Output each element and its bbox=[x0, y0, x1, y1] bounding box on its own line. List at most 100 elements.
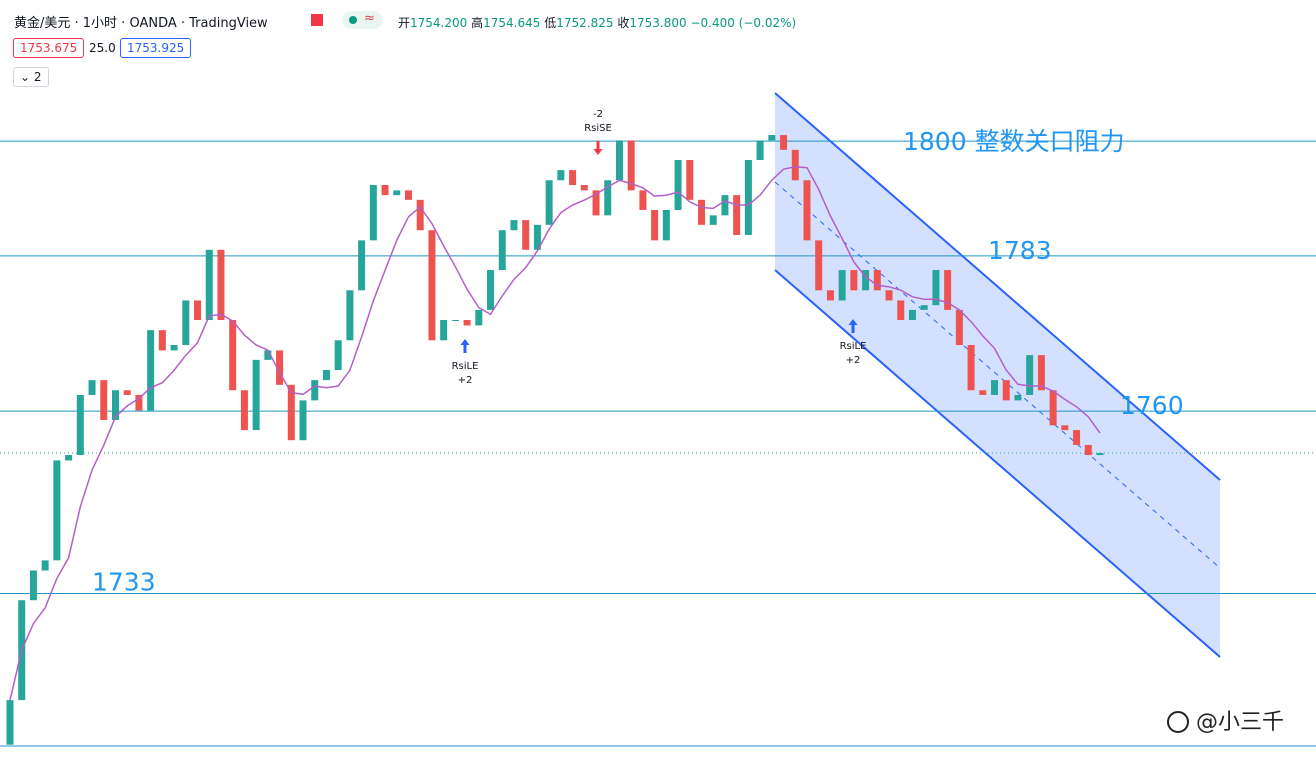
candle-body bbox=[651, 209, 659, 241]
status-pill[interactable]: ≈ bbox=[342, 11, 382, 29]
candle-body bbox=[229, 320, 237, 391]
candle-body bbox=[428, 230, 436, 341]
candle-body bbox=[815, 240, 823, 291]
open-value: 1754.200 bbox=[410, 16, 468, 30]
candle-body bbox=[557, 170, 565, 181]
candle-body bbox=[1002, 380, 1010, 401]
candle-body bbox=[545, 180, 553, 225]
channel-bottom bbox=[774, 269, 1221, 658]
candle-body bbox=[803, 180, 811, 241]
candle-body bbox=[1084, 444, 1092, 456]
candle-body bbox=[475, 309, 483, 326]
indicator-count: 2 bbox=[33, 70, 42, 84]
candle-body bbox=[1026, 355, 1034, 395]
candle-body bbox=[885, 290, 893, 301]
level-label: 1800 整数关口阻力 bbox=[903, 127, 1125, 156]
candle-body bbox=[287, 384, 295, 441]
watermark: @小三千 bbox=[1167, 710, 1284, 735]
candle-body bbox=[1014, 394, 1022, 401]
flag-icon[interactable] bbox=[311, 14, 323, 26]
candle-body bbox=[170, 345, 178, 351]
candle-body bbox=[1049, 390, 1057, 426]
candle-body bbox=[674, 160, 682, 210]
signal-label: RsiLE bbox=[840, 341, 867, 352]
candle-body bbox=[135, 394, 143, 411]
candle-body bbox=[264, 350, 272, 360]
candle-body bbox=[768, 135, 776, 141]
candle-body bbox=[733, 195, 741, 235]
low-value: 1752.825 bbox=[556, 16, 614, 30]
indicator-toggle[interactable]: ⌄ 2 bbox=[13, 67, 49, 87]
candle-body bbox=[205, 249, 213, 321]
candle-body bbox=[6, 700, 14, 745]
candle-body bbox=[686, 160, 694, 200]
candle-body bbox=[510, 220, 518, 231]
open-label: 开 bbox=[398, 16, 411, 30]
candle-body bbox=[662, 209, 670, 241]
candle-body bbox=[88, 380, 96, 395]
candle-body bbox=[780, 135, 788, 150]
candle-body bbox=[979, 390, 987, 395]
signal-label: RsiLE bbox=[452, 361, 479, 372]
candle-body bbox=[627, 140, 635, 191]
change: −0.400 (−0.02%) bbox=[690, 16, 797, 30]
candle-body bbox=[381, 184, 389, 196]
candle-body bbox=[252, 359, 260, 431]
candle-body bbox=[991, 380, 999, 395]
candle-body bbox=[194, 300, 202, 321]
candle-body bbox=[604, 180, 612, 216]
spread: 25.0 bbox=[89, 41, 116, 55]
candle-body bbox=[1037, 355, 1045, 391]
candle-body bbox=[111, 390, 119, 420]
candle-body bbox=[1096, 453, 1104, 456]
level-label: 1733 bbox=[92, 567, 156, 596]
candle-body bbox=[826, 290, 834, 301]
symbol: 黄金/美元 · 1小时 · OANDA · TradingView bbox=[14, 16, 268, 31]
candle-body bbox=[850, 270, 858, 291]
candle-body bbox=[944, 270, 952, 310]
ohlc: 开1754.200 高1754.645 低1752.825 收1753.800 … bbox=[398, 14, 796, 31]
candle-body bbox=[76, 394, 84, 456]
candle-body bbox=[29, 570, 37, 601]
candle-body bbox=[358, 240, 366, 291]
candle-body bbox=[1061, 425, 1069, 431]
candle-body bbox=[240, 390, 248, 431]
signal-label: -2 bbox=[593, 109, 603, 120]
candle-body bbox=[955, 309, 963, 346]
candle-body bbox=[920, 305, 928, 310]
candle-body bbox=[838, 270, 846, 301]
candle-body bbox=[744, 160, 752, 235]
ask-price[interactable]: 1753.925 bbox=[120, 38, 192, 58]
signal-arrow bbox=[848, 319, 858, 333]
status-icon: ≈ bbox=[364, 11, 375, 26]
candle-body bbox=[932, 270, 940, 306]
candle-body bbox=[791, 149, 799, 181]
candle-body bbox=[721, 195, 729, 216]
status-dot bbox=[349, 16, 357, 24]
watermark-logo bbox=[1167, 711, 1189, 733]
candle-body bbox=[709, 215, 717, 225]
candle-body bbox=[873, 270, 881, 291]
candle-body bbox=[416, 199, 424, 231]
candle-body bbox=[592, 190, 600, 216]
signal-arrow bbox=[593, 141, 603, 155]
candle-body bbox=[639, 190, 647, 210]
plot-area: 1800 整数关口阻力 1783 1760 1733 -2 RsiSE RsiLE +2 Rsi… bbox=[0, 109, 1316, 747]
candle-body bbox=[897, 300, 905, 321]
signal-label: RsiSE bbox=[584, 123, 612, 134]
candle-body bbox=[217, 249, 225, 321]
bid-price[interactable]: 1753.675 bbox=[13, 38, 85, 58]
close-label: 收 bbox=[617, 16, 630, 30]
high-value: 1754.645 bbox=[483, 16, 541, 30]
candle-body bbox=[346, 290, 354, 341]
candle-body bbox=[908, 309, 916, 321]
candle-body bbox=[53, 460, 61, 561]
signal-label: +2 bbox=[458, 375, 473, 386]
candle-body bbox=[158, 330, 166, 351]
candle-body bbox=[967, 345, 975, 391]
candle-body bbox=[615, 140, 623, 181]
candle-body bbox=[522, 220, 530, 250]
candle-body bbox=[334, 340, 342, 370]
